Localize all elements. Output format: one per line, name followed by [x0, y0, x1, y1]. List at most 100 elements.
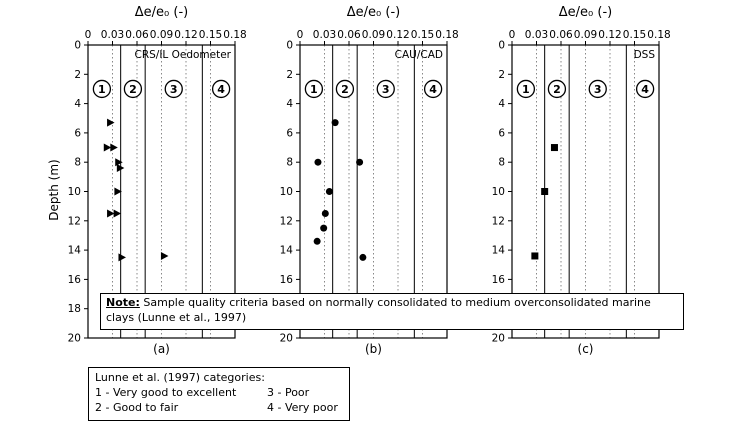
- x-tick-label: 0.12: [598, 29, 621, 41]
- plot-border: [299, 44, 448, 339]
- x-tick-label: 0: [509, 29, 516, 41]
- note-text: Sample quality criteria based on normall…: [106, 296, 651, 324]
- y-tick-label: 6: [286, 127, 293, 139]
- data-point: [313, 237, 321, 245]
- y-tick-label: 20: [68, 333, 81, 345]
- y-tick-label: 2: [286, 69, 293, 81]
- category-number: 2: [341, 83, 349, 96]
- y-tick-label: 10: [492, 186, 505, 198]
- category-circle: [92, 79, 112, 99]
- y-tick-label: 0: [286, 40, 293, 52]
- x-axis-title: Δe/e₀ (-): [347, 5, 400, 20]
- data-point: [541, 188, 549, 195]
- y-tick-label: 20: [492, 333, 505, 345]
- category-circle: [588, 79, 607, 99]
- y-tick-label: 2: [74, 69, 81, 81]
- data-point: [115, 158, 123, 167]
- x-tick-label: 0.06: [125, 29, 149, 41]
- x-tick-label: 0.15: [199, 29, 222, 41]
- category-circle: [547, 79, 567, 99]
- data-point: [113, 209, 122, 218]
- legend-title: Lunne et al. (1997) categories:: [95, 371, 265, 384]
- y-tick-label: 10: [68, 186, 81, 198]
- category-circle: [635, 79, 655, 99]
- category-number: 3: [382, 83, 390, 96]
- category-circle: [335, 79, 355, 99]
- x-tick-label: 0.15: [411, 29, 434, 41]
- x-tick-label: 0.18: [647, 29, 670, 41]
- dataset-label: DSS: [634, 49, 656, 61]
- y-tick-label: 20: [280, 333, 293, 345]
- note-prefix: Note:: [106, 296, 140, 309]
- category-number: 2: [553, 83, 561, 96]
- legend-item-1: 1 - Very good to excellent: [95, 385, 237, 399]
- data-point: [356, 158, 364, 166]
- y-tick-label: 0: [498, 40, 505, 52]
- data-point: [103, 143, 112, 152]
- category-number: 1: [522, 83, 530, 96]
- data-point: [331, 119, 339, 127]
- y-tick-label: 14: [68, 245, 82, 257]
- y-tick-label: 12: [280, 215, 293, 227]
- y-tick-label: 18: [68, 303, 81, 315]
- x-axis-title: Δe/e₀ (-): [135, 5, 188, 20]
- category-number: 1: [98, 83, 106, 96]
- data-point: [320, 224, 328, 232]
- data-point: [550, 144, 558, 152]
- y-tick-label: 2: [498, 69, 505, 81]
- x-tick-label: 0.09: [574, 29, 597, 41]
- panel-caption: (a): [153, 342, 170, 356]
- y-tick-label: 12: [492, 215, 505, 227]
- dataset-label: CAU/CAD: [395, 49, 443, 61]
- data-point: [114, 187, 122, 196]
- category-number: 3: [170, 83, 178, 96]
- data-point: [110, 143, 118, 152]
- category-circle: [516, 79, 536, 99]
- category-number: 4: [641, 83, 649, 96]
- y-tick-label: 4: [286, 98, 293, 110]
- data-point: [116, 164, 125, 173]
- legend-item-4: 4 - Very poor: [267, 400, 338, 414]
- legend-box: Lunne et al. (1997) categories: 1 - Very…: [88, 367, 350, 421]
- y-tick-label: 6: [74, 127, 81, 139]
- plot-border: [87, 44, 236, 339]
- category-circle: [304, 79, 324, 99]
- x-tick-label: 0.15: [623, 29, 646, 41]
- category-circle: [423, 79, 443, 99]
- x-tick-label: 0.12: [386, 29, 409, 41]
- x-tick-label: 0.09: [362, 29, 385, 41]
- x-tick-label: 0: [297, 29, 304, 41]
- x-tick-label: 0.06: [549, 29, 573, 41]
- panel-a-svg: Δe/e₀ (-) 0 0.03 0.06 0.09 0.12 0.15 0.18 0 2 4 6 8 1…: [68, 5, 247, 356]
- x-tick-label: 0.09: [150, 29, 173, 41]
- panel-caption: (c): [578, 342, 594, 356]
- data-point: [359, 253, 367, 261]
- category-number: 1: [310, 83, 318, 96]
- category-number: 2: [129, 83, 137, 96]
- x-tick-label: 0.18: [223, 29, 246, 41]
- legend-item-2: 2 - Good to fair: [95, 400, 179, 414]
- category-circle: [376, 79, 395, 99]
- category-number: 3: [594, 83, 602, 96]
- y-tick-label: 12: [68, 215, 81, 227]
- data-point: [531, 252, 539, 260]
- note-box: Note: Sample quality criteria based on n…: [100, 293, 684, 330]
- x-tick-label: 0.06: [337, 29, 361, 41]
- dataset-label: CRS/IL Oedometer: [134, 49, 231, 61]
- category-circle: [211, 79, 231, 99]
- data-point: [160, 251, 169, 260]
- category-circle: [123, 79, 143, 99]
- x-tick-label: 0.03: [525, 29, 548, 41]
- y-tick-label: 16: [492, 274, 506, 286]
- category-number: 4: [429, 83, 437, 96]
- y-tick-label: 14: [492, 245, 506, 257]
- y-tick-label: 16: [280, 274, 294, 286]
- x-tick-label: 0.03: [101, 29, 124, 41]
- y-tick-label: 4: [74, 98, 81, 110]
- legend-item-3: 3 - Poor: [267, 385, 310, 399]
- y-tick-label: 8: [74, 157, 81, 169]
- y-tick-label: 8: [286, 157, 293, 169]
- data-point: [325, 188, 333, 195]
- x-axis-title: Δe/e₀ (-): [559, 5, 612, 20]
